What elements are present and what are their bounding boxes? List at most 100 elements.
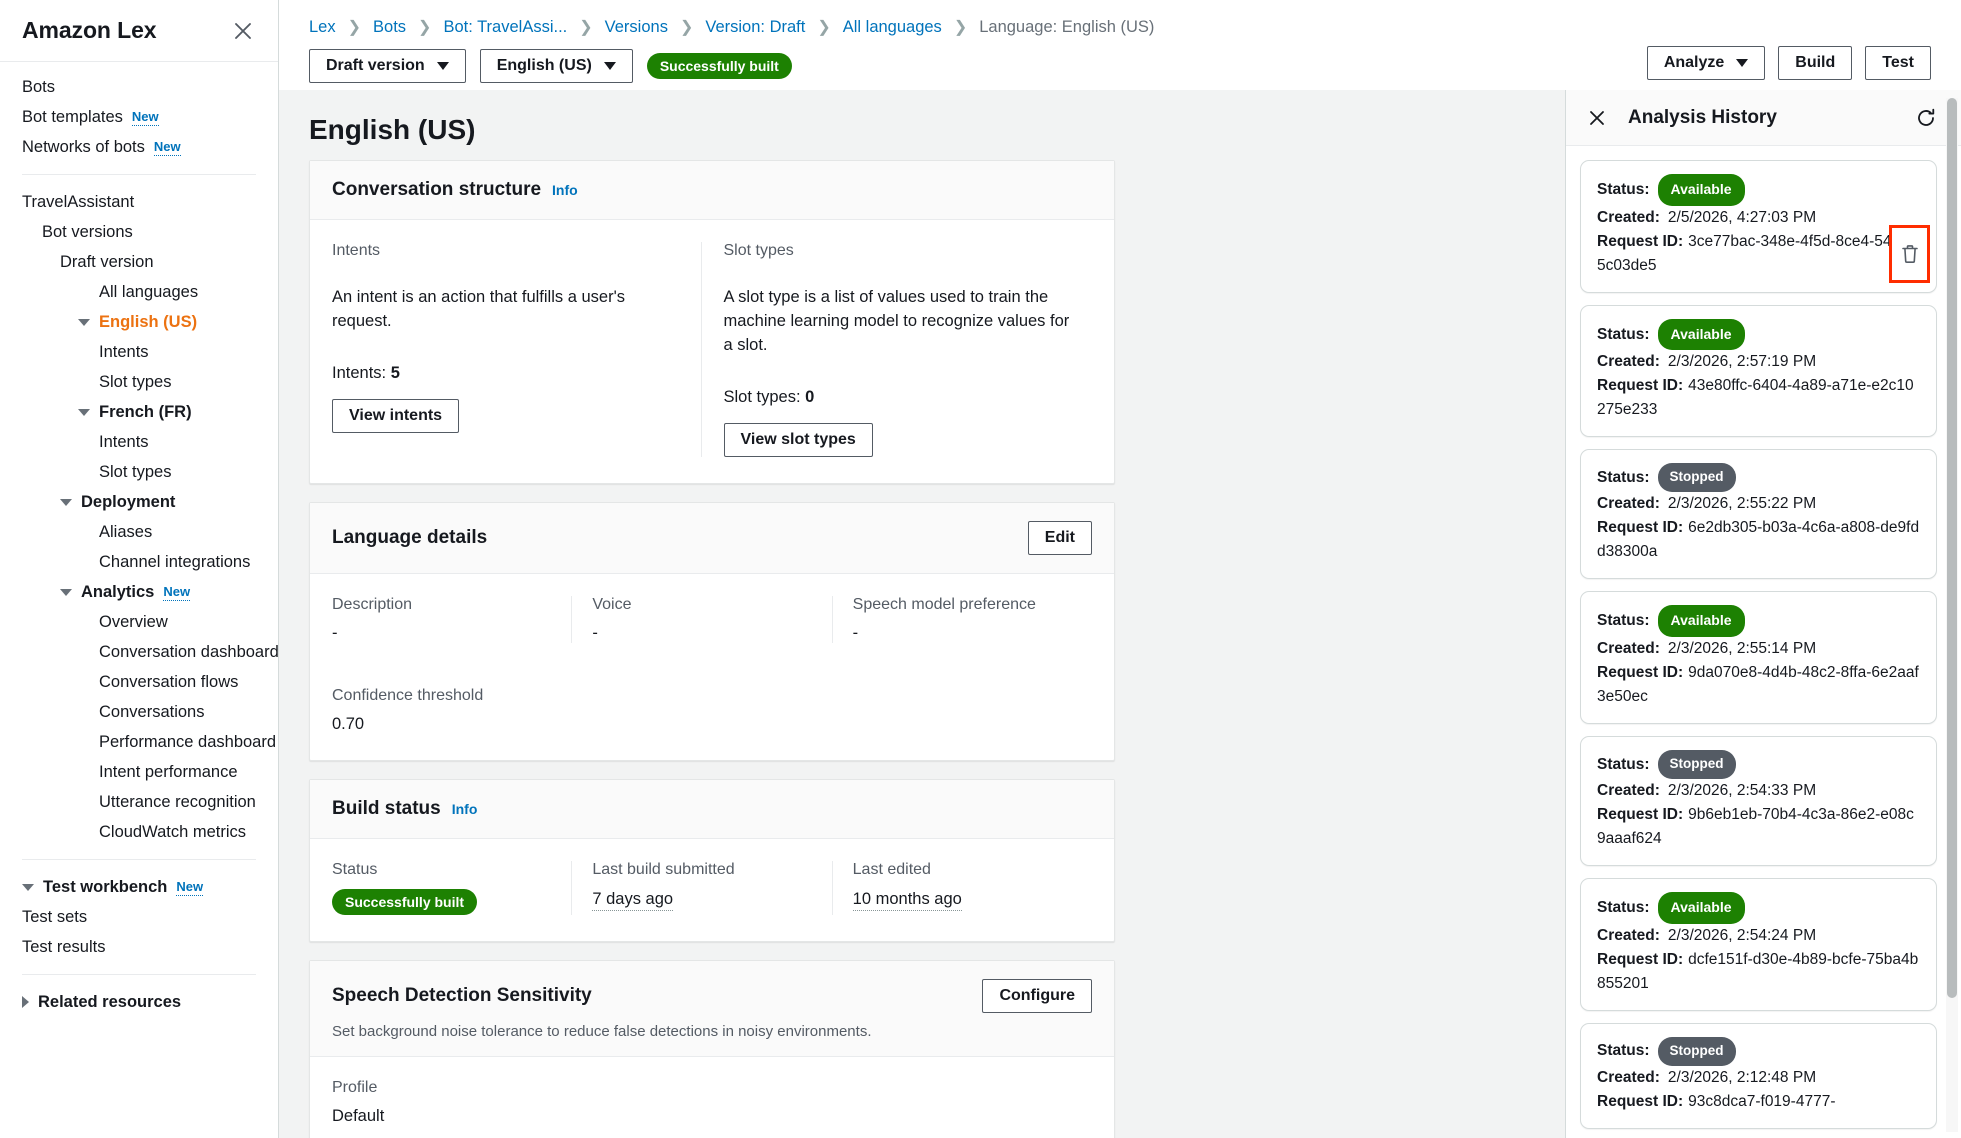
slot-types-label: Slot types	[723, 242, 794, 259]
sidebar-item-intents[interactable]: Intents	[0, 337, 278, 367]
sidebar-item-analytics[interactable]: Analytics New	[0, 577, 278, 607]
status-badge: Stopped	[1657, 463, 1736, 493]
request-id-row: Request ID: 93c8dca7-f019-4777-	[1597, 1090, 1920, 1114]
sidebar-item-bots[interactable]: Bots	[0, 72, 278, 102]
created-row: Created: 2/3/2026, 2:55:22 PM	[1597, 492, 1920, 516]
breadcrumb-item[interactable]: Bot: TravelAssi...	[443, 17, 568, 36]
breadcrumb-item[interactable]: Bots	[373, 17, 407, 36]
refresh-icon[interactable]	[1913, 105, 1939, 131]
new-badge: New	[176, 878, 204, 896]
status-label: Status:	[1597, 180, 1650, 198]
close-icon[interactable]	[230, 18, 256, 44]
analysis-history-item[interactable]: Status: Available Created: 2/3/2026, 2:54:2…	[1580, 878, 1937, 1011]
sidebar-item-label: English (US)	[99, 312, 198, 331]
build-status-badge: Successfully built	[646, 53, 792, 79]
card-header: Language details Edit	[310, 502, 1114, 574]
status-badge: Successfully built	[332, 888, 478, 915]
analyze-button[interactable]: Analyze	[1646, 46, 1766, 80]
sidebar-item-test-results[interactable]: Test results	[0, 932, 278, 962]
analysis-history-item[interactable]: Status: Available Created: 2/3/2026, 2:55:1…	[1580, 591, 1937, 725]
sidebar-item-bot-templates[interactable]: Bot templates New	[0, 102, 278, 132]
chevron-down-icon[interactable]	[22, 883, 34, 891]
sidebar-item-intents[interactable]: Intents	[0, 427, 278, 457]
page-scrollbar[interactable]	[1946, 98, 1958, 1132]
sidebar-item-intent-performance[interactable]: Intent performance	[0, 757, 278, 787]
sidebar-item-cloudwatch-metrics[interactable]: CloudWatch metrics	[0, 817, 278, 847]
request-id-row: Request ID: 6e2db305-b03a-4c6a-a808-de9fd…	[1597, 516, 1920, 564]
breadcrumb-item[interactable]: Lex	[309, 17, 336, 36]
created-label: Created:	[1597, 640, 1660, 658]
sidebar-item-english-us[interactable]: English (US)	[0, 307, 278, 337]
sidebar-item-label: Conversation dashboard	[99, 642, 279, 661]
page-scrollbar-thumb[interactable]	[1947, 98, 1957, 998]
sidebar-item-aliases[interactable]: Aliases	[0, 517, 278, 547]
sidebar-item-test-workbench[interactable]: Test workbench New	[0, 872, 278, 902]
request-id-label: Request ID:	[1597, 664, 1684, 682]
configure-button[interactable]: Configure	[982, 978, 1092, 1013]
sidebar-item-draft-version[interactable]: Draft version	[0, 247, 278, 277]
build-button[interactable]: Build	[1778, 46, 1853, 80]
sidebar-item-all-languages[interactable]: All languages	[0, 277, 278, 307]
chevron-right-icon[interactable]	[22, 996, 29, 1008]
sidebar-item-label: CloudWatch metrics	[99, 822, 247, 841]
breadcrumb-item[interactable]: All languages	[842, 17, 942, 36]
confidence-threshold-label: Confidence threshold	[332, 686, 484, 704]
sidebar-item-performance-dashboard[interactable]: Performance dashboard	[0, 727, 278, 757]
language-select[interactable]: English (US)	[479, 49, 633, 83]
sidebar-item-label: Intents	[99, 432, 149, 451]
sidebar-item-label: All languages	[99, 282, 199, 301]
new-badge: New	[163, 583, 191, 601]
analysis-history-item[interactable]: Status: Stopped Created: 2/3/2026, 2:12:48 …	[1580, 1022, 1937, 1129]
created-label: Created:	[1597, 782, 1660, 800]
status-field: Status Successfully built	[332, 861, 571, 915]
confidence-threshold-field: Confidence threshold 0.70	[332, 687, 1092, 734]
profile-label: Profile	[332, 1078, 378, 1096]
edit-button[interactable]: Edit	[1027, 520, 1092, 555]
card-body: Profile Default	[310, 1057, 1114, 1138]
sidebar-item-utterance-recognition[interactable]: Utterance recognition	[0, 787, 278, 817]
speech-detection-description: Set background noise tolerance to reduce…	[310, 1022, 1114, 1057]
voice-label: Voice	[592, 595, 632, 613]
close-icon[interactable]	[1584, 105, 1610, 131]
sidebar-item-travelassistant[interactable]: TravelAssistant	[0, 187, 278, 217]
analysis-history-item[interactable]: Status: Available Created: 2/5/2026, 4:27:0…	[1580, 160, 1937, 293]
sidebar-item-test-sets[interactable]: Test sets	[0, 902, 278, 932]
test-button[interactable]: Test	[1865, 46, 1931, 80]
chevron-down-icon[interactable]	[60, 498, 72, 506]
chevron-down-icon[interactable]	[78, 408, 90, 416]
sidebar-item-conversation-dashboard[interactable]: Conversation dashboard	[0, 637, 278, 667]
analysis-history-item[interactable]: Status: Available Created: 2/3/2026, 2:57:1…	[1580, 304, 1937, 438]
version-select[interactable]: Draft version	[309, 49, 466, 83]
view-intents-button[interactable]: View intents	[332, 398, 460, 433]
analysis-history-item[interactable]: Status: Stopped Created: 2/3/2026, 2:54:33 …	[1580, 736, 1937, 867]
chevron-down-icon[interactable]	[60, 588, 72, 596]
sidebar-item-conversation-flows[interactable]: Conversation flows	[0, 667, 278, 697]
sidebar-item-slot-types[interactable]: Slot types	[0, 367, 278, 397]
top-bar: Lex ❯ Bots ❯ Bot: TravelAssi... ❯ Versions ❯ Ver…	[279, 0, 1961, 90]
chevron-down-icon[interactable]	[78, 318, 90, 326]
request-id-value: dcfe151f-d30e-4b89-bcfe-75ba4b855201	[1597, 950, 1919, 992]
sidebar-item-bot-versions[interactable]: Bot versions	[0, 217, 278, 247]
breadcrumb-item[interactable]: Version: Draft	[705, 17, 806, 36]
sidebar-item-french-fr[interactable]: French (FR)	[0, 397, 278, 427]
breadcrumb-item[interactable]: Versions	[604, 17, 668, 36]
sidebar-item-networks-of-bots[interactable]: Networks of bots New	[0, 132, 278, 162]
status-row: Status: Available	[1597, 174, 1920, 206]
info-link[interactable]: Info	[552, 182, 578, 198]
analysis-history-item[interactable]: Status: Stopped Created: 2/3/2026, 2:55:22 …	[1580, 449, 1937, 580]
sidebar-item-deployment[interactable]: Deployment	[0, 487, 278, 517]
request-id-value: 93c8dca7-f019-4777-	[1688, 1092, 1836, 1110]
sidebar-item-related-resources[interactable]: Related resources	[0, 987, 278, 1017]
sidebar-item-channel-integrations[interactable]: Channel integrations	[0, 547, 278, 577]
last-edited-field: Last edited 10 months ago	[831, 860, 1092, 915]
info-link[interactable]: Info	[451, 800, 478, 817]
sidebar-item-conversations[interactable]: Conversations	[0, 697, 278, 727]
status-row: Status: Available	[1597, 892, 1920, 924]
view-slot-types-button[interactable]: View slot types	[723, 422, 873, 457]
sidebar-item-overview[interactable]: Overview	[0, 607, 278, 637]
toolbar-right: Analyze Build Test	[1646, 46, 1931, 80]
sidebar-item-slot-types[interactable]: Slot types	[0, 457, 278, 487]
card-header: Build status Info	[310, 779, 1114, 839]
trash-icon[interactable]	[1889, 225, 1930, 283]
sidebar-item-label: Analytics	[81, 582, 155, 601]
